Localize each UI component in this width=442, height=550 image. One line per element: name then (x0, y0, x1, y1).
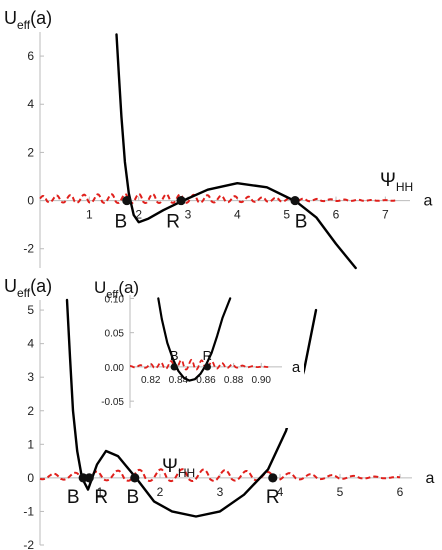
y-tick-label: 6 (27, 49, 34, 63)
x-tick-label: 3 (185, 208, 192, 222)
point-label-b: B (295, 212, 308, 233)
y-tick-label: -2 (23, 538, 34, 550)
turning-point-marker (122, 195, 132, 206)
psi-hh-curve (39, 468, 401, 483)
turning-point-marker (84, 473, 94, 483)
turning-point-marker (176, 195, 186, 206)
x-axis-label: a (426, 470, 435, 487)
y-axis-title-arg: (a) (30, 276, 52, 296)
x-tick-label: 4 (234, 208, 241, 222)
y-tick-label: -2 (23, 242, 34, 256)
point-label-r: R (166, 212, 180, 233)
turning-point-marker (130, 473, 140, 483)
x-tick-label: 0.84 (169, 375, 189, 386)
psi-hh-label-main: Ψ (162, 456, 178, 477)
point-label-r: R (266, 487, 280, 508)
x-tick-label: 2 (135, 208, 142, 222)
turning-point-marker (268, 473, 278, 483)
x-tick-label: 3 (217, 485, 224, 499)
x-tick-label: 0.90 (252, 375, 272, 386)
point-label-b: B (170, 348, 179, 363)
psi-hh-label: ΨHH (380, 170, 413, 194)
y-axis-title-arg: (a) (30, 8, 52, 28)
point-label-r: R (203, 348, 212, 363)
y-tick-label: 0.05 (105, 329, 125, 340)
psi-hh-curve (130, 358, 269, 371)
y-axis-title: Ueff(a) (4, 8, 52, 32)
u-eff-curve (157, 297, 232, 382)
point-label-b: B (126, 487, 139, 508)
y-tick-label: 1 (27, 437, 34, 451)
y-tick-label: 0.10 (105, 294, 125, 305)
y-axis-title-sub: eff (106, 289, 119, 301)
x-axis-label: a (292, 359, 301, 376)
y-tick-label: -0.05 (101, 397, 124, 408)
y-axis-title-main: U (4, 276, 17, 296)
y-tick-label: 0 (27, 471, 34, 485)
y-tick-label: 2 (27, 404, 34, 418)
y-tick-label: -1 (23, 504, 34, 518)
y-tick-label: 5 (27, 303, 34, 317)
y-tick-label: 3 (27, 370, 34, 384)
chart-top: -2 0 2 4 6 1 2 3 4 5 6 7 a B R B Ueff(a) ΨHH (4, 8, 433, 270)
y-tick-label: 2 (27, 145, 34, 159)
chart-inset: -0.05 0.00 0.05 0.10 0.82 0.84 0.86 0.88 0.90 a B R… (82, 278, 304, 428)
psi-hh-curve (39, 192, 396, 205)
y-tick-label: 4 (27, 97, 34, 111)
x-tick-label: 5 (283, 208, 290, 222)
u-eff-curve (115, 33, 357, 270)
y-axis-title: Ueff(a) (4, 276, 52, 300)
x-tick-label: 1 (97, 485, 104, 499)
x-tick-label: 6 (397, 485, 404, 499)
point-label-b: B (67, 487, 80, 508)
turning-point-marker (203, 363, 211, 371)
y-axis-title: Ueff(a) (94, 278, 139, 301)
psi-hh-label: ΨHH (162, 456, 195, 480)
y-axis-title-main: U (94, 278, 106, 297)
x-tick-label: 5 (337, 485, 344, 499)
y-tick-label: 0.00 (105, 363, 125, 374)
x-axis-label: a (424, 193, 433, 210)
turning-point-marker (170, 363, 178, 371)
y-axis-title-main: U (4, 8, 17, 28)
inset-background (82, 290, 304, 428)
psi-hh-label-sub: HH (178, 466, 195, 480)
y-axis-title-sub: eff (17, 18, 31, 32)
psi-hh-label-main: Ψ (380, 170, 396, 191)
x-tick-label: 7 (382, 208, 389, 222)
y-tick-label: 4 (27, 337, 34, 351)
y-axis-title-arg: (a) (118, 278, 139, 297)
x-tick-label: 6 (333, 208, 340, 222)
x-tick-label: 2 (157, 485, 164, 499)
x-tick-label: 4 (277, 485, 284, 499)
y-axis-title-sub: eff (17, 286, 31, 300)
psi-hh-label-sub: HH (396, 180, 413, 194)
point-label-r: R (94, 487, 108, 508)
x-tick-label: 0.88 (224, 375, 244, 386)
turning-point-marker (290, 195, 300, 206)
x-tick-label: 0.86 (196, 375, 216, 386)
x-tick-label: 1 (86, 208, 93, 222)
point-label-b: B (114, 212, 127, 233)
x-tick-label: 0.82 (141, 375, 161, 386)
y-tick-label: 0 (27, 194, 34, 208)
